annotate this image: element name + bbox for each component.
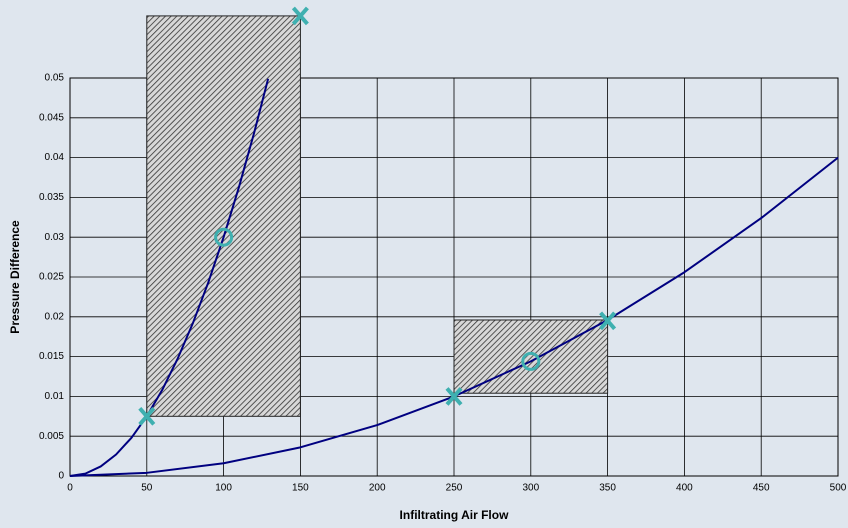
x-tick-label: 50 (141, 483, 153, 494)
y-tick-label: 0.03 (45, 232, 65, 243)
marker-x (291, 6, 309, 26)
curve (69, 78, 270, 477)
marker-x (599, 311, 617, 331)
marker-circle (521, 351, 541, 371)
x-tick-label: 350 (599, 483, 616, 494)
x-tick-label: 0 (67, 483, 73, 494)
x-tick-label: 300 (522, 483, 539, 494)
y-tick-label: 0.035 (39, 192, 64, 203)
x-tick-label: 100 (215, 483, 232, 494)
plot-frame (69, 77, 839, 477)
y-axis-title: Pressure Difference (8, 220, 22, 334)
range-box (146, 15, 301, 417)
x-tick-label: 450 (753, 483, 770, 494)
y-tick-label: 0.01 (45, 391, 65, 402)
x-tick-label: 200 (369, 483, 386, 494)
x-tick-label: 150 (292, 483, 309, 494)
x-axis-title: Infiltrating Air Flow (400, 508, 510, 522)
x-tick-label: 500 (830, 483, 847, 494)
x-tick-label: 250 (446, 483, 463, 494)
y-tick-label: 0.05 (45, 73, 65, 84)
y-tick-label: 0.045 (39, 112, 64, 123)
marker-x (138, 406, 156, 426)
y-tick-label: 0.015 (39, 351, 64, 362)
range-box (453, 319, 609, 394)
marker-x (445, 387, 463, 406)
x-tick-label: 400 (676, 483, 693, 494)
y-tick-label: 0.025 (39, 272, 64, 283)
y-tick-label: 0 (58, 471, 64, 482)
y-tick-label: 0.005 (39, 431, 64, 442)
y-tick-label: 0.02 (45, 311, 65, 322)
y-tick-label: 0.04 (45, 152, 65, 163)
marker-circle (214, 227, 234, 247)
